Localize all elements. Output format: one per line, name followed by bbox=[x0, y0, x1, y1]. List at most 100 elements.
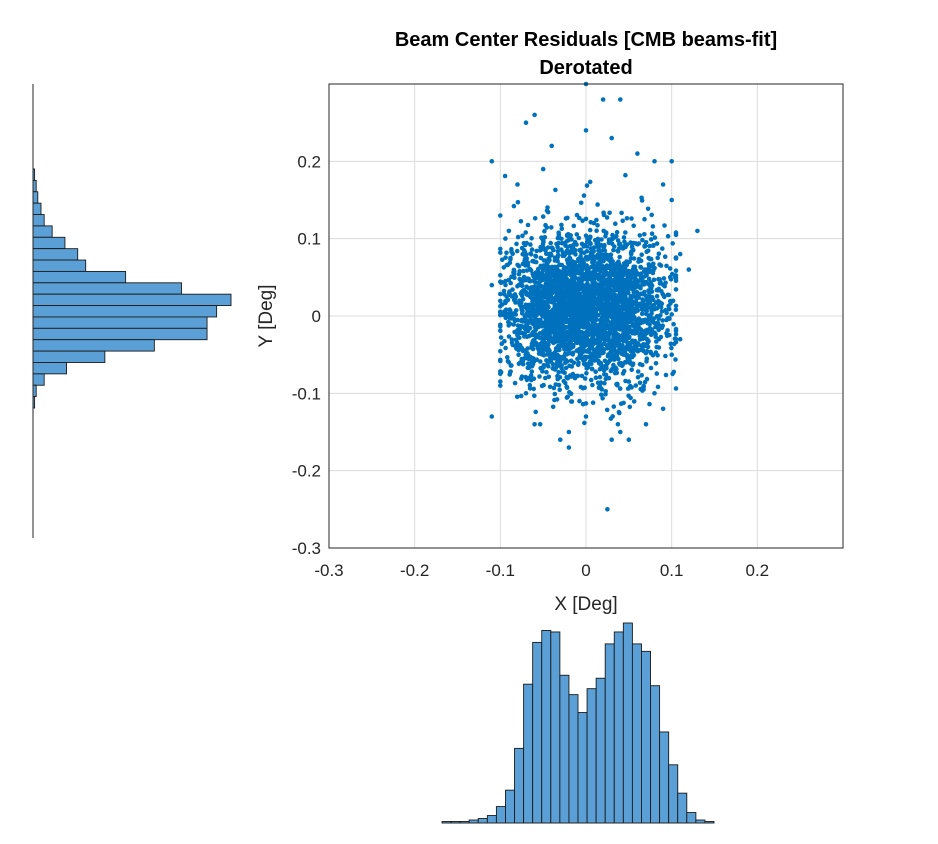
scatter-point bbox=[591, 273, 596, 279]
scatter-point bbox=[593, 326, 598, 332]
scatter-point bbox=[549, 225, 554, 230]
y-histogram-bar bbox=[32, 373, 45, 386]
scatter-point bbox=[622, 348, 628, 353]
scatter-point bbox=[585, 281, 590, 287]
scatter-point bbox=[613, 273, 619, 279]
scatter-point bbox=[521, 252, 527, 257]
scatter-point bbox=[649, 212, 654, 218]
scatter-point bbox=[621, 261, 627, 266]
scatter-point bbox=[599, 386, 604, 391]
scatter-point bbox=[652, 391, 657, 396]
scatter-point bbox=[561, 353, 567, 359]
scatter-point bbox=[511, 267, 517, 273]
scatter-point bbox=[607, 210, 612, 216]
scatter-point bbox=[605, 285, 611, 290]
scatter-point bbox=[590, 400, 596, 406]
scatter-point bbox=[598, 268, 603, 274]
scatter-point bbox=[602, 372, 607, 377]
scatter-point bbox=[660, 291, 665, 297]
scatter-point bbox=[498, 250, 503, 255]
scatter-point bbox=[505, 355, 510, 360]
scatter-point bbox=[643, 240, 649, 245]
scatter-point bbox=[656, 251, 662, 256]
scatter-point bbox=[594, 228, 599, 233]
scatter-point bbox=[634, 320, 640, 326]
scatter-point bbox=[595, 202, 600, 207]
y-histogram-bars bbox=[32, 168, 232, 409]
scatter-point bbox=[583, 216, 589, 222]
y-histogram-bar bbox=[32, 316, 208, 329]
x-histogram-bar bbox=[486, 815, 497, 824]
scatter-point bbox=[590, 322, 596, 328]
scatter-point bbox=[630, 268, 635, 274]
scatter-point bbox=[652, 159, 657, 164]
scatter-point bbox=[616, 241, 622, 247]
scatter-point bbox=[644, 348, 650, 354]
scatter-point bbox=[609, 320, 614, 325]
x-histogram-bar bbox=[659, 731, 670, 824]
scatter-point bbox=[631, 321, 636, 327]
scatter-point bbox=[553, 256, 559, 261]
scatter-point bbox=[531, 376, 537, 382]
scatter-point bbox=[531, 386, 536, 392]
scatter-point bbox=[547, 334, 553, 339]
scatter-point bbox=[646, 276, 652, 282]
scatter-point bbox=[516, 263, 522, 269]
scatter-point bbox=[510, 287, 515, 292]
scatter-point bbox=[589, 366, 595, 372]
scatter-point bbox=[572, 271, 578, 276]
scatter-point bbox=[598, 291, 604, 296]
scatter-point bbox=[519, 324, 525, 330]
scatter-point bbox=[507, 321, 512, 326]
x-histogram-bar bbox=[686, 812, 697, 824]
scatter-point bbox=[535, 333, 540, 338]
x-tick-labels: -0.3 -0.2 -0.1 0 0.1 0.2 bbox=[314, 561, 769, 580]
y-axis-label: Y [Deg] bbox=[256, 284, 277, 347]
scatter-point bbox=[649, 289, 655, 294]
scatter-point bbox=[527, 292, 532, 298]
scatter-point bbox=[506, 334, 512, 339]
scatter-point bbox=[647, 294, 653, 300]
scatter-point bbox=[557, 387, 562, 393]
scatter-point bbox=[578, 200, 584, 206]
scatter-point bbox=[631, 399, 637, 404]
scatter-point bbox=[604, 215, 610, 220]
scatter-point bbox=[581, 272, 586, 278]
scatter-point bbox=[585, 328, 590, 334]
scatter-point bbox=[582, 306, 587, 312]
scatter-point bbox=[645, 206, 651, 212]
scatter-point bbox=[605, 507, 610, 512]
scatter-point bbox=[520, 319, 526, 324]
scatter-point bbox=[574, 212, 580, 218]
scatter-point bbox=[508, 256, 513, 262]
scatter-point bbox=[609, 437, 614, 443]
scatter-point bbox=[639, 198, 645, 203]
x-histogram-bar bbox=[559, 674, 570, 824]
y-histogram-bar bbox=[32, 270, 127, 284]
scatter-point bbox=[553, 334, 558, 339]
scatter-point bbox=[517, 298, 522, 304]
scatter-point bbox=[532, 422, 537, 427]
scatter-point bbox=[522, 331, 528, 336]
x-axis-label: X [Deg] bbox=[554, 594, 617, 615]
scatter-point bbox=[593, 369, 598, 375]
scatter-point bbox=[547, 317, 553, 322]
scatter-point bbox=[570, 288, 576, 294]
scatter-point bbox=[631, 288, 636, 293]
scatter-point bbox=[602, 294, 607, 299]
scatter-point bbox=[551, 353, 556, 359]
y-tick-label: -0.1 bbox=[292, 384, 321, 403]
scatter-point bbox=[596, 246, 601, 251]
scatter-point bbox=[594, 217, 599, 223]
scatter-point bbox=[654, 287, 660, 293]
scatter-point bbox=[602, 358, 608, 364]
scatter-point bbox=[673, 357, 678, 362]
scatter-point bbox=[584, 371, 589, 376]
scatter-point bbox=[543, 306, 549, 312]
scatter-point bbox=[587, 316, 593, 321]
scatter-point bbox=[595, 307, 600, 312]
scatter-point bbox=[564, 332, 569, 338]
scatter-point bbox=[582, 338, 588, 344]
scatter-point bbox=[516, 347, 521, 353]
